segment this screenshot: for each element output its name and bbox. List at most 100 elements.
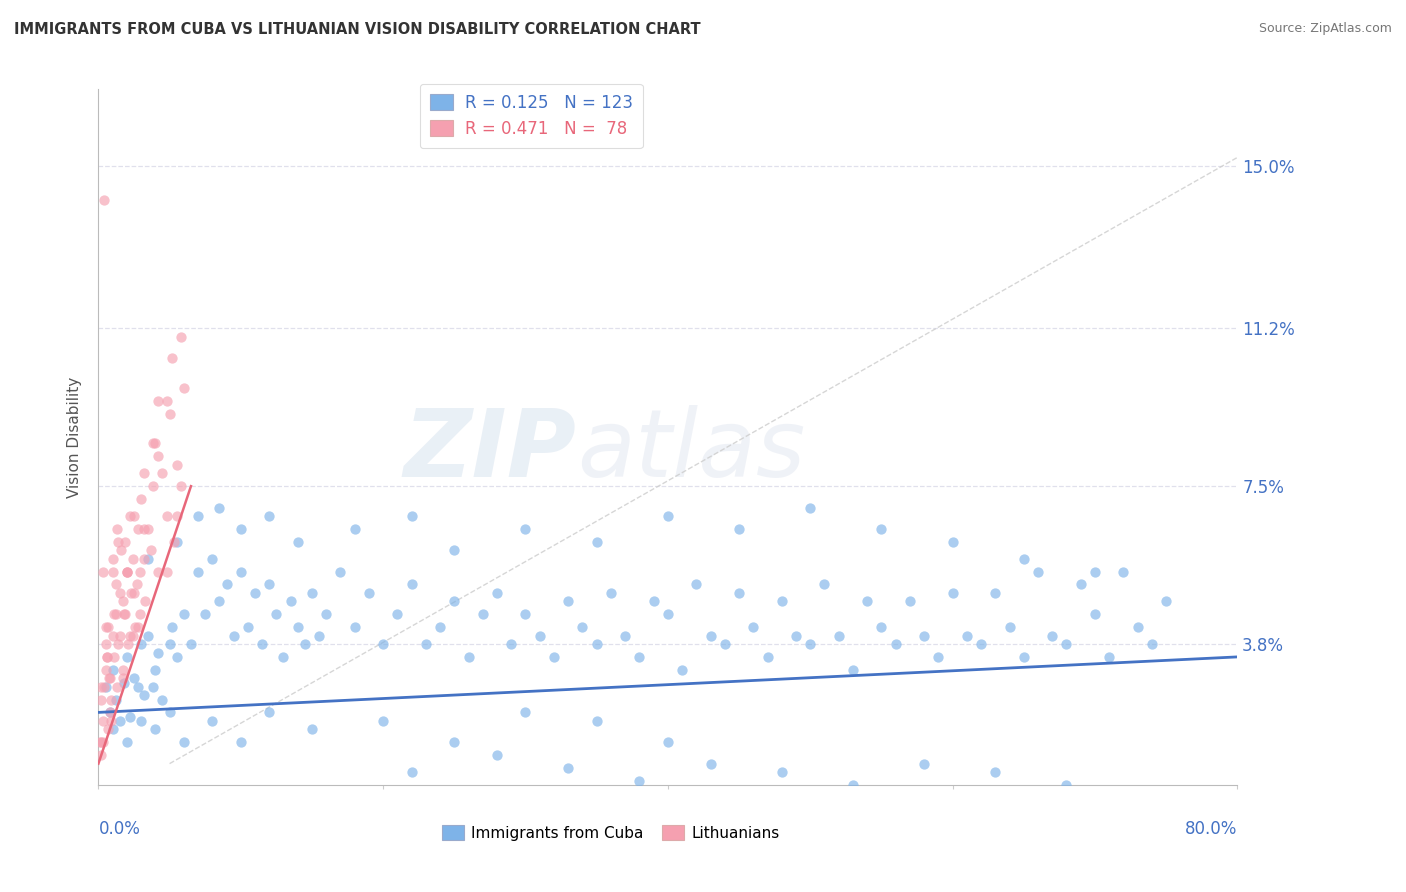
Point: [94, 663, 117, 677]
Point: [173, 735, 195, 749]
Point: [280, 594, 302, 608]
Point: [243, 586, 266, 600]
Point: [770, 594, 793, 608]
Point: [180, 637, 202, 651]
Point: [121, 551, 143, 566]
Point: [127, 522, 149, 536]
Point: [110, 543, 132, 558]
Point: [329, 565, 352, 579]
Point: [187, 565, 209, 579]
Point: [141, 680, 163, 694]
Point: [1098, 649, 1121, 664]
Point: [108, 586, 131, 600]
Point: [114, 534, 136, 549]
Point: [266, 607, 288, 622]
Point: [115, 735, 138, 749]
Text: Source: ZipAtlas.com: Source: ZipAtlas.com: [1258, 22, 1392, 36]
Point: [136, 629, 159, 643]
Point: [90, 692, 112, 706]
Point: [173, 381, 195, 395]
Point: [294, 637, 316, 651]
Point: [1012, 551, 1035, 566]
Point: [163, 534, 186, 549]
Point: [657, 735, 679, 749]
Point: [91, 565, 114, 579]
Point: [139, 543, 162, 558]
Point: [98, 706, 121, 720]
Point: [1126, 620, 1149, 634]
Point: [229, 735, 252, 749]
Point: [443, 594, 465, 608]
Point: [287, 620, 309, 634]
Point: [515, 522, 537, 536]
Point: [998, 620, 1021, 634]
Point: [129, 491, 152, 506]
Point: [671, 663, 693, 677]
Point: [111, 663, 134, 677]
Point: [127, 680, 149, 694]
Point: [104, 692, 127, 706]
Point: [105, 680, 128, 694]
Point: [128, 565, 150, 579]
Point: [942, 586, 965, 600]
Point: [115, 649, 138, 664]
Point: [101, 629, 124, 643]
Point: [1012, 649, 1035, 664]
Point: [343, 522, 366, 536]
Point: [912, 629, 935, 643]
Point: [134, 594, 156, 608]
Point: [799, 637, 821, 651]
Point: [259, 706, 281, 720]
Point: [1056, 637, 1078, 651]
Point: [401, 509, 423, 524]
Point: [557, 594, 579, 608]
Point: [124, 620, 146, 634]
Point: [429, 620, 451, 634]
Point: [118, 709, 141, 723]
Point: [728, 586, 751, 600]
Point: [1070, 577, 1092, 591]
Point: [104, 577, 127, 591]
Point: [159, 637, 181, 651]
Point: [685, 577, 707, 591]
Point: [236, 620, 259, 634]
Point: [152, 692, 174, 706]
Point: [529, 629, 551, 643]
Point: [115, 565, 138, 579]
Point: [162, 620, 184, 634]
Text: IMMIGRANTS FROM CUBA VS LITHUANIAN VISION DISABILITY CORRELATION CHART: IMMIGRANTS FROM CUBA VS LITHUANIAN VISIO…: [14, 22, 700, 37]
Point: [585, 637, 607, 651]
Point: [101, 723, 124, 737]
Point: [122, 586, 145, 600]
Point: [98, 671, 121, 685]
Point: [173, 607, 195, 622]
Point: [628, 773, 651, 788]
Point: [100, 692, 122, 706]
Point: [170, 330, 193, 344]
Point: [125, 577, 148, 591]
Point: [101, 663, 124, 677]
Point: [742, 620, 765, 634]
Point: [93, 193, 115, 207]
Point: [114, 607, 136, 622]
Point: [371, 714, 394, 728]
Point: [308, 629, 330, 643]
Point: [148, 646, 170, 660]
Point: [132, 522, 155, 536]
Point: [842, 663, 865, 677]
Point: [93, 735, 115, 749]
Point: [162, 351, 184, 365]
Point: [657, 607, 679, 622]
Point: [415, 637, 437, 651]
Point: [1056, 778, 1078, 792]
Point: [104, 607, 127, 622]
Point: [287, 534, 309, 549]
Point: [107, 534, 129, 549]
Point: [156, 509, 179, 524]
Point: [108, 629, 131, 643]
Point: [145, 663, 167, 677]
Point: [956, 629, 979, 643]
Point: [1026, 565, 1049, 579]
Point: [600, 586, 623, 600]
Point: [486, 586, 509, 600]
